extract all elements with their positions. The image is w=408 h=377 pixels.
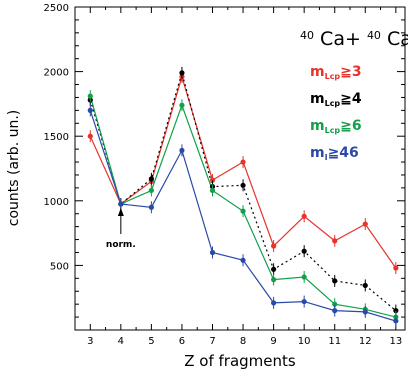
data-point bbox=[393, 265, 399, 271]
data-point bbox=[240, 257, 246, 263]
data-point bbox=[148, 176, 154, 182]
legend-sub: I bbox=[325, 153, 328, 162]
data-point bbox=[179, 102, 185, 108]
data-point bbox=[301, 298, 307, 305]
data-point bbox=[271, 266, 277, 272]
data-point bbox=[240, 208, 246, 214]
x-tick-label: 4 bbox=[118, 336, 124, 347]
series-lines bbox=[89, 70, 397, 322]
title-element-2: Ca bbox=[387, 28, 408, 50]
data-point bbox=[332, 278, 338, 284]
legend-sub: Lcp bbox=[325, 126, 341, 135]
y-axis-title: counts (arb. un.) bbox=[6, 110, 22, 226]
x-tick-label: 3 bbox=[87, 336, 93, 347]
plot-frame bbox=[74, 6, 406, 331]
y-tick-label: 1500 bbox=[44, 132, 69, 143]
legend-cond: ≧6 bbox=[340, 118, 361, 134]
norm-annotation-label: norm. bbox=[106, 240, 136, 250]
x-tick-label: 11 bbox=[328, 336, 341, 347]
chart-title: 40 Ca+ 40 Ca bbox=[300, 28, 408, 50]
data-point bbox=[87, 133, 93, 139]
legend-sub: Lcp bbox=[325, 72, 341, 81]
y-tick-label: 500 bbox=[50, 261, 69, 272]
data-point bbox=[271, 243, 277, 249]
data-point bbox=[240, 182, 246, 188]
data-point bbox=[362, 282, 368, 289]
data-point bbox=[148, 187, 154, 194]
legend-m: m bbox=[310, 118, 325, 134]
legend-cond: ≧3 bbox=[340, 64, 361, 80]
data-point bbox=[362, 221, 368, 227]
data-point bbox=[87, 107, 93, 113]
data-point bbox=[179, 70, 185, 76]
data-point bbox=[301, 274, 307, 280]
data-point bbox=[209, 187, 216, 194]
legend: mLcp≧3 mLcp≧4 mLcp≧6 mI≧46 bbox=[310, 64, 362, 162]
data-point bbox=[332, 301, 338, 307]
legend-entry-mi46: mI≧46 bbox=[310, 145, 359, 162]
data-point bbox=[271, 300, 277, 306]
series-line bbox=[89, 70, 397, 312]
data-point bbox=[240, 159, 246, 165]
y-tick-label: 2500 bbox=[44, 3, 69, 14]
x-tick-label: 7 bbox=[209, 336, 215, 347]
title-isotope-1: 40 bbox=[300, 29, 314, 42]
data-point bbox=[393, 308, 399, 314]
data-point bbox=[301, 248, 307, 254]
x-tick-label: 10 bbox=[298, 336, 311, 347]
data-point bbox=[209, 249, 216, 256]
legend-entry-mlcp4: mLcp≧4 bbox=[310, 91, 362, 108]
x-tick-label: 9 bbox=[270, 336, 276, 347]
y-tick-label: 1000 bbox=[44, 197, 69, 208]
data-point bbox=[271, 277, 277, 283]
data-point bbox=[148, 204, 154, 210]
data-point bbox=[209, 177, 216, 183]
title-element-1: Ca+ bbox=[320, 28, 361, 50]
norm-arrow-head bbox=[117, 208, 124, 217]
legend-sub: Lcp bbox=[325, 99, 341, 108]
data-point bbox=[118, 201, 124, 207]
title-isotope-2: 40 bbox=[367, 29, 381, 42]
x-tick-label: 6 bbox=[179, 336, 185, 347]
legend-entry-mlcp3: mLcp≧3 bbox=[310, 64, 362, 81]
x-axis-title: Z of fragments bbox=[184, 352, 296, 370]
data-point bbox=[362, 309, 368, 315]
axis-tick-labels: 3 4 5 6 7 8 9 10 11 12 13 500 1000 1500 2000 2500 bbox=[44, 3, 403, 347]
y-tick-label: 2000 bbox=[44, 68, 69, 79]
data-point bbox=[332, 238, 338, 244]
series-points bbox=[87, 66, 399, 327]
legend-m: m bbox=[310, 64, 325, 80]
legend-m: m bbox=[310, 145, 325, 161]
x-tick-label: 5 bbox=[148, 336, 154, 347]
norm-annotation: norm. bbox=[106, 208, 136, 250]
data-point bbox=[87, 93, 93, 99]
data-point bbox=[332, 308, 338, 314]
axis-ticks bbox=[74, 6, 405, 330]
data-point bbox=[301, 213, 307, 219]
legend-cond: ≧4 bbox=[340, 91, 362, 107]
data-point bbox=[179, 147, 185, 154]
legend-m: m bbox=[310, 91, 325, 107]
legend-cond: ≧46 bbox=[328, 145, 359, 161]
x-tick-label: 12 bbox=[359, 336, 372, 347]
legend-entry-mlcp6: mLcp≧6 bbox=[310, 118, 362, 135]
x-tick-label: 8 bbox=[240, 336, 246, 347]
x-tick-label: 13 bbox=[389, 336, 402, 347]
data-point bbox=[393, 318, 399, 324]
